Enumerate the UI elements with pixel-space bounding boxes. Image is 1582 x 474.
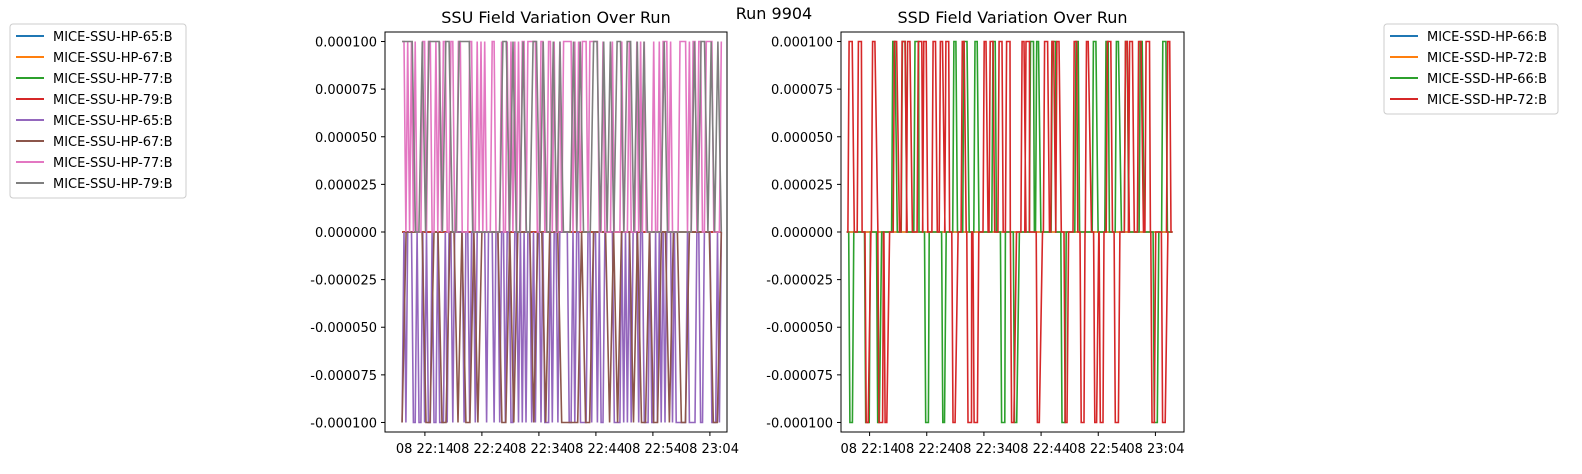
x-tick-label: 08 22:24 — [898, 442, 956, 457]
y-tick-label: 0.000000 — [771, 226, 833, 241]
legend-label: MICE-SSU-HP-65:B — [53, 114, 173, 129]
y-tick-label: 0.000025 — [315, 178, 377, 193]
legend-frame — [1383, 23, 1559, 115]
y-tick-label: 0.000050 — [315, 131, 377, 146]
x-tick-label: 08 22:44 — [1012, 442, 1070, 457]
chart-title: SSU Field Variation Over Run — [441, 8, 670, 27]
y-tick-label: 0.000075 — [315, 83, 377, 98]
y-tick-label: 0.000075 — [771, 83, 833, 98]
legend-label: MICE-SSD-HP-72:B — [1427, 93, 1547, 108]
y-tick-label: 0.000025 — [771, 178, 833, 193]
legend-label: MICE-SSU-HP-67:B — [53, 135, 173, 150]
x-tick-label: 08 22:34 — [510, 442, 568, 457]
series-line — [402, 40, 723, 233]
x-tick-label: 08 22:44 — [567, 442, 625, 457]
chart-title: SSD Field Variation Over Run — [897, 8, 1127, 27]
y-tick-label: -0.000100 — [310, 416, 377, 431]
figure-suptitle: Run 9904 — [736, 4, 812, 23]
x-tick-label: 08 22:54 — [624, 442, 682, 457]
legend-label: MICE-SSU-HP-79:B — [53, 93, 173, 108]
x-tick-label: 08 23:04 — [681, 442, 739, 457]
legend: MICE-SSD-HP-66:B MICE-SSD-HP-72:B MICE-SSD… — [1383, 23, 1559, 115]
legend-label: MICE-SSD-HP-66:B — [1427, 72, 1547, 87]
y-tick-label: 0.000100 — [771, 36, 833, 51]
x-tick-label: 08 22:14 — [841, 442, 899, 457]
series-line — [401, 231, 723, 424]
y-tick-label: -0.000075 — [310, 369, 377, 384]
y-tick-label: -0.000075 — [766, 369, 833, 384]
legend-frame — [9, 23, 187, 199]
series-line — [846, 40, 1173, 424]
legend-label: MICE-SSD-HP-66:B — [1427, 30, 1547, 45]
x-tick-label: 08 23:04 — [1126, 442, 1184, 457]
y-tick-label: 0.000000 — [315, 226, 377, 241]
y-tick-label: -0.000025 — [310, 274, 377, 289]
legend-label: MICE-SSU-HP-65:B — [53, 30, 173, 45]
x-tick-label: 08 22:34 — [955, 442, 1013, 457]
legend-label: MICE-SSU-HP-77:B — [53, 156, 173, 171]
y-tick-label: -0.000050 — [766, 321, 833, 336]
legend-label: MICE-SSU-HP-79:B — [53, 177, 173, 192]
x-tick-label: 08 22:14 — [396, 442, 454, 457]
y-tick-label: -0.000025 — [766, 274, 833, 289]
y-tick-label: 0.000050 — [771, 131, 833, 146]
chart-1: SSU Field Variation Over Run 0.000100 0.00… — [9, 8, 739, 457]
x-tick-label: 08 22:54 — [1069, 442, 1127, 457]
x-tick-label: 08 22:24 — [453, 442, 511, 457]
y-tick-label: -0.000050 — [310, 321, 377, 336]
legend-label: MICE-SSU-HP-77:B — [53, 72, 173, 87]
y-tick-label: -0.000100 — [766, 416, 833, 431]
legend: MICE-SSU-HP-65:B MICE-SSU-HP-67:B MICE-SSU… — [9, 23, 187, 199]
legend-label: MICE-SSU-HP-67:B — [53, 51, 173, 66]
plot-area — [846, 40, 1173, 424]
legend-label: MICE-SSD-HP-72:B — [1427, 51, 1547, 66]
y-tick-label: 0.000100 — [315, 36, 377, 51]
plot-area — [401, 40, 723, 424]
chart-2: SSD Field Variation Over Run 0.000100 0.00… — [766, 8, 1559, 457]
